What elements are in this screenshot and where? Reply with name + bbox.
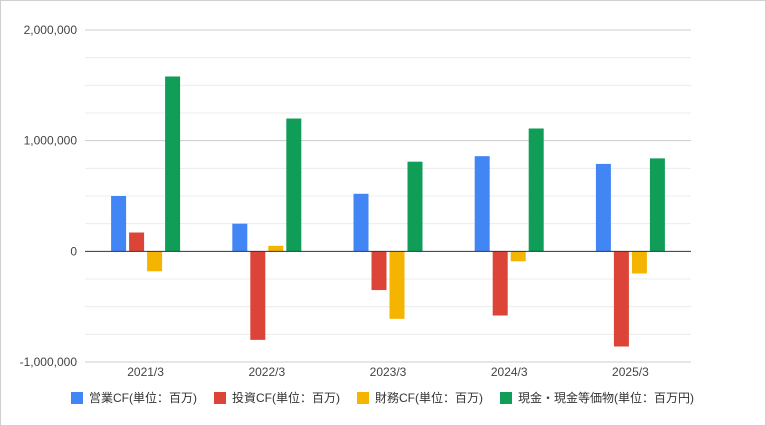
y-tick-label: -1,000,000 (20, 355, 78, 369)
legend-swatch (214, 392, 226, 404)
y-axis-labels: -1,000,000 0 1,000,000 2,000,000 (20, 23, 78, 369)
bar (147, 251, 163, 272)
bar (353, 193, 369, 252)
minor-gridlines (85, 57, 691, 335)
bar (510, 251, 526, 262)
y-tick-label: 1,000,000 (24, 134, 78, 148)
legend-label: 現金・現金等価物(単位：百万円) (518, 390, 694, 405)
x-tick-label: 2023/3 (370, 365, 407, 379)
bar (165, 76, 181, 252)
bar (371, 251, 387, 291)
legend-label: 財務CF(単位：百万) (375, 390, 483, 405)
bar (389, 251, 405, 319)
bar (631, 251, 647, 274)
major-gridlines (85, 29, 691, 363)
y-tick-label: 0 (70, 244, 77, 258)
legend-label: 投資CF(単位：百万) (232, 390, 340, 405)
bar (613, 251, 629, 347)
x-axis-labels: 2021/3 2022/3 2023/3 2024/3 2025/3 (127, 365, 649, 379)
x-tick-label: 2022/3 (248, 365, 285, 379)
legend-swatch (500, 392, 512, 404)
bar (492, 251, 508, 316)
bar (474, 156, 490, 252)
bar (407, 161, 423, 252)
legend-label: 営業CF(単位：百万) (89, 390, 197, 405)
bar (268, 245, 284, 252)
bar (649, 158, 665, 252)
bar (250, 251, 266, 340)
bar (111, 196, 127, 252)
legend-swatch (71, 392, 83, 404)
bar (528, 128, 544, 252)
x-tick-label: 2024/3 (491, 365, 528, 379)
y-tick-label: 2,000,000 (24, 23, 78, 37)
x-tick-label: 2021/3 (127, 365, 164, 379)
bar (232, 223, 248, 252)
bar (286, 118, 302, 252)
bars (111, 76, 665, 347)
legend: 営業CF(単位：百万) 投資CF(単位：百万) 財務CF(単位：百万) 現金・現金等価… (71, 390, 694, 405)
bar (129, 232, 145, 252)
x-tick-label: 2025/3 (612, 365, 649, 379)
bar (595, 163, 611, 252)
legend-swatch (357, 392, 369, 404)
